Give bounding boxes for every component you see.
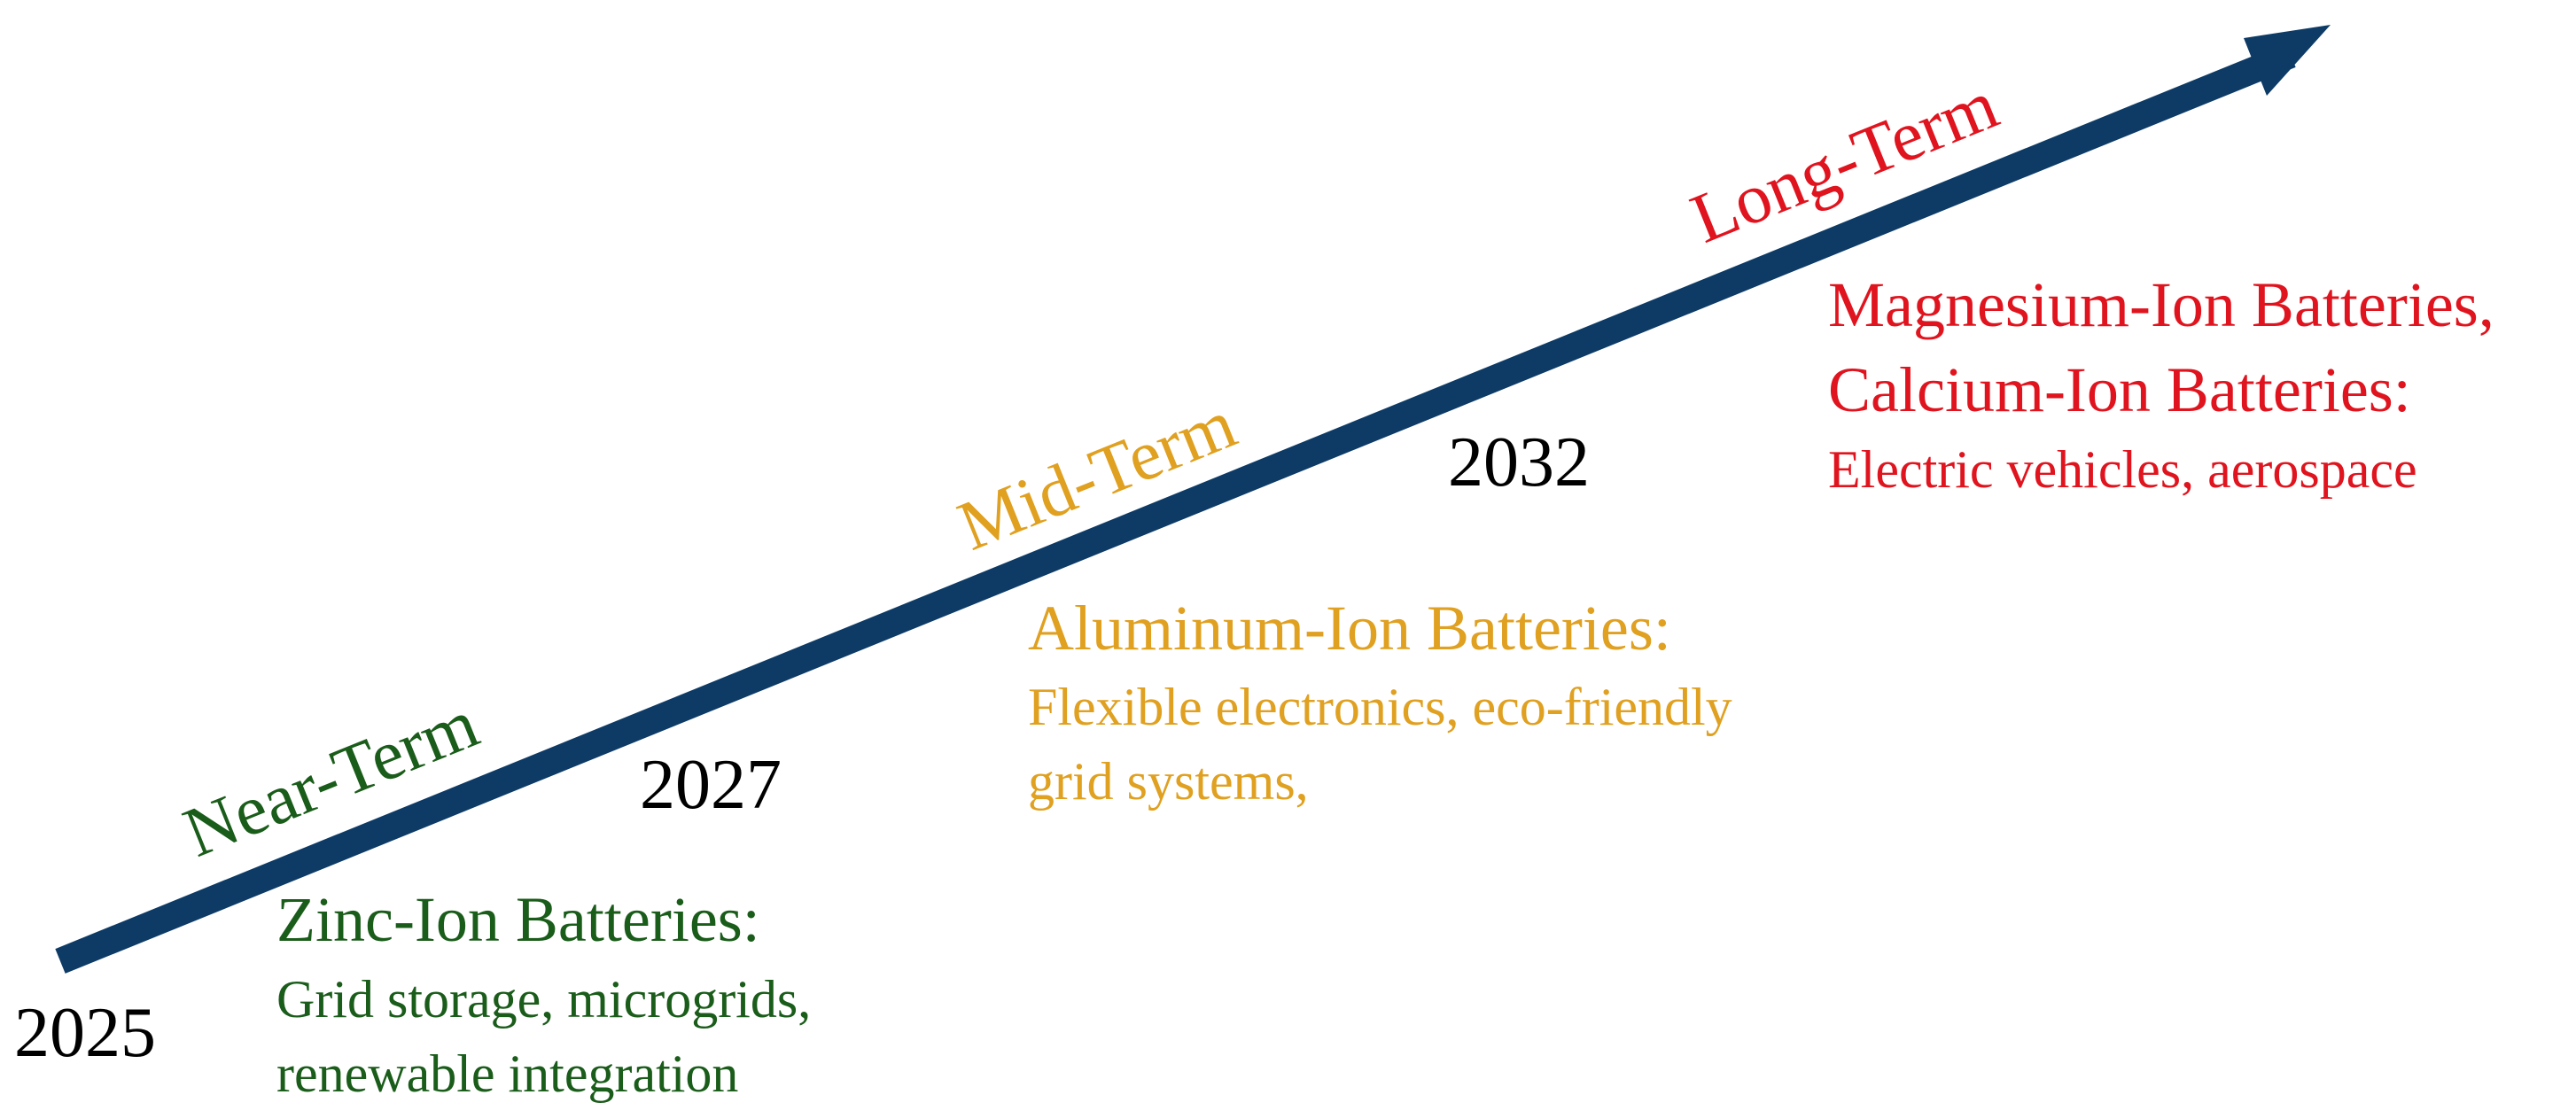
long-term-heading: Calcium-Ion Batteries:	[1828, 354, 2411, 425]
mid-term-detail-line: grid systems,	[1028, 752, 1309, 811]
timeline-arrow	[55, 25, 2331, 974]
near-term-detail-line: renewable integration	[276, 1044, 738, 1103]
mid-term-block: Aluminum-Ion Batteries: Flexible electro…	[1028, 593, 1732, 811]
year-2025-label: 2025	[14, 994, 156, 1072]
long-term-detail-line: Electric vehicles, aerospace	[1828, 440, 2417, 499]
near-term-block: Zinc-Ion Batteries: Grid storage, microg…	[276, 884, 811, 1103]
mid-term-heading: Aluminum-Ion Batteries:	[1028, 593, 1671, 664]
long-term-heading: Magnesium-Ion Batteries,	[1828, 269, 2494, 340]
timeline-arrow-head-icon	[2244, 25, 2331, 96]
near-term-detail-line: Grid storage, microgrids,	[276, 970, 811, 1029]
year-2027-label: 2027	[640, 746, 782, 824]
near-term-heading: Zinc-Ion Batteries:	[276, 884, 760, 955]
long-term-block: Magnesium-Ion Batteries, Calcium-Ion Bat…	[1828, 269, 2494, 499]
timeline-arrow-shaft	[55, 43, 2296, 974]
mid-term-detail-line: Flexible electronics, eco-friendly	[1028, 678, 1732, 736]
year-2032-label: 2032	[1448, 423, 1590, 501]
